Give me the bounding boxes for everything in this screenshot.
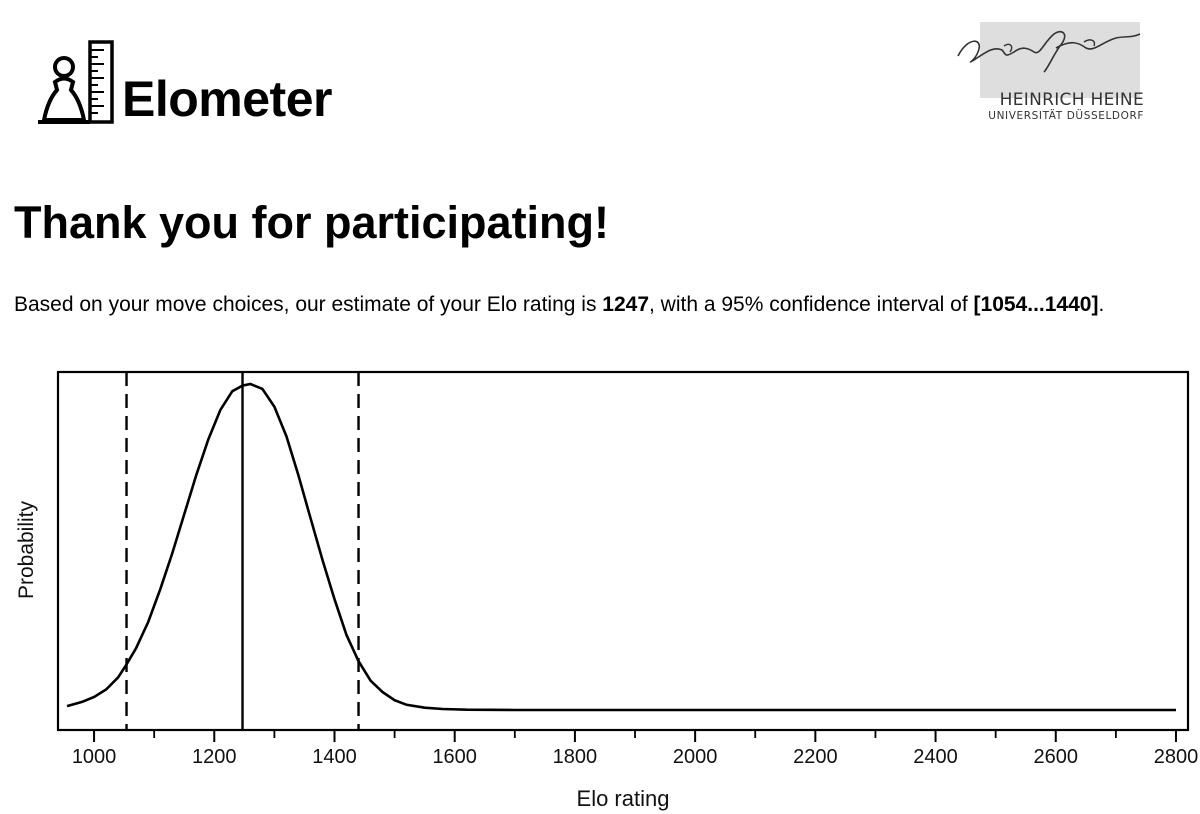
x-tick-label: 2600 <box>1034 746 1079 768</box>
elometer-logo: Elometer <box>34 36 332 126</box>
x-tick-label: 1000 <box>72 746 117 768</box>
university-name: HEINRICH HEINE <box>999 90 1144 110</box>
x-tick-label: 1400 <box>312 746 357 768</box>
university-subname: UNIVERSITÄT DÜSSELDORF <box>988 110 1144 122</box>
signature-image <box>957 30 1141 73</box>
probability-curve <box>66 382 1176 712</box>
x-tick-label: 1600 <box>432 746 477 768</box>
result-prefix: Based on your move choices, our estimate… <box>14 293 603 316</box>
pawn-ruler-icon <box>38 40 114 124</box>
confidence-interval: [1054...1440] <box>973 293 1099 316</box>
plot-frame <box>56 370 1190 732</box>
x-tick-label: 1800 <box>553 746 598 768</box>
x-tick-label: 2800 <box>1154 746 1199 768</box>
page-title: Thank you for participating! <box>14 197 610 248</box>
result-suffix: . <box>1098 293 1105 316</box>
result-text: Based on your move choices, our estimate… <box>14 292 1184 318</box>
x-tick-label: 2000 <box>673 746 718 768</box>
y-axis-label: Probability <box>15 500 38 599</box>
x-tick-label: 1200 <box>192 746 237 768</box>
university-logo: HEINRICH HEINE UNIVERSITÄT DÜSSELDORF <box>944 12 1158 124</box>
app-name: Elometer <box>122 71 332 127</box>
elo-estimate: 1247 <box>602 293 650 316</box>
x-tick-label: 2200 <box>793 746 838 768</box>
result-middle: , with a 95% confidence interval of <box>649 293 974 316</box>
x-axis-label: Elo rating <box>577 786 670 811</box>
x-tick-label: 2400 <box>913 746 958 768</box>
elo-distribution-chart: 1000 1200 1400 1600 1800 2000 2200 2400 2600 2800… <box>15 370 1199 811</box>
